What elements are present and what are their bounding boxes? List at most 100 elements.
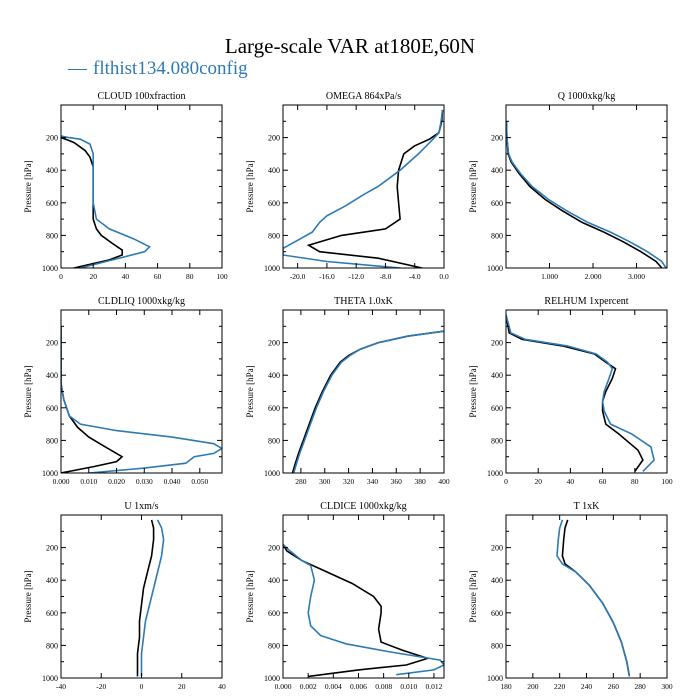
x-tick-label: 60 — [154, 272, 162, 281]
x-tick-label: 20 — [178, 682, 186, 691]
panel-1: OMEGA 864xPa/s 200 400 600 800 1000 Pressure [… — [245, 91, 449, 281]
series-line-black — [506, 314, 644, 472]
x-tick-label: 0 — [140, 682, 144, 691]
y-tick-label: 600 — [268, 609, 280, 618]
y-tick-label: 400 — [268, 576, 280, 585]
x-tick-label: 100 — [661, 477, 673, 486]
y-tick-label: 1000 — [264, 264, 280, 273]
x-tick-label: 340 — [367, 477, 379, 486]
y-tick-label: 1000 — [42, 264, 58, 273]
series-line-blue — [506, 121, 667, 268]
series-line-black — [561, 519, 631, 677]
x-tick-label: 180 — [500, 682, 512, 691]
x-tick-label: 280 — [635, 682, 647, 691]
y-tick-label: 1000 — [42, 469, 58, 478]
y-tick-label: 1000 — [264, 674, 280, 683]
series-line-blue — [61, 326, 222, 473]
series-line-black — [283, 543, 431, 678]
panel-title: CLOUD 100xfraction — [97, 91, 185, 102]
series-line-blue — [140, 519, 165, 677]
y-axis-label: Pressure [hPa] — [245, 365, 255, 417]
x-tick-label: 0.008 — [375, 682, 392, 691]
series-line-blue — [556, 519, 631, 677]
y-axis-label: Pressure [hPa] — [23, 365, 33, 417]
panel-title: Q 1000xkg/kg — [558, 91, 616, 102]
series-line-blue — [506, 314, 655, 472]
plot-frame — [282, 514, 445, 679]
x-tick-label: -8.0 — [380, 272, 392, 281]
x-tick-label: 0.010 — [80, 477, 97, 486]
y-tick-label: 800 — [268, 231, 280, 240]
x-tick-label: 360 — [391, 477, 403, 486]
y-tick-label: 600 — [491, 199, 503, 208]
y-axis-label: Pressure [hPa] — [468, 160, 478, 212]
y-tick-label: 800 — [491, 231, 503, 240]
plot-frame — [505, 514, 668, 679]
panel-7: CLDICE 1000xkg/kg 200 400 600 800 1000 Pressur… — [245, 501, 445, 691]
panel-title: U 1xm/s — [124, 501, 158, 512]
x-tick-label: 0.002 — [300, 682, 317, 691]
panel-4: THETA 1.0xK 200 400 600 800 1000 Pressure [hPa… — [245, 296, 450, 486]
y-tick-label: 800 — [46, 436, 58, 445]
legend-label: flthist134.080config — [93, 58, 248, 79]
series-line-black — [61, 326, 124, 473]
y-tick-label: 800 — [46, 231, 58, 240]
y-tick-label: 600 — [491, 404, 503, 413]
x-tick-label: 0.000 — [275, 682, 292, 691]
legend-line-icon: — — [68, 58, 87, 79]
y-tick-label: 200 — [46, 134, 58, 143]
series-line-blue — [61, 135, 151, 268]
y-axis-label: Pressure [hPa] — [468, 365, 478, 417]
y-tick-label: 200 — [491, 544, 503, 553]
y-tick-label: 600 — [268, 404, 280, 413]
y-tick-label: 800 — [46, 641, 58, 650]
y-tick-label: 200 — [491, 339, 503, 348]
x-tick-label: 100 — [216, 272, 228, 281]
y-tick-label: 1000 — [487, 469, 503, 478]
y-tick-label: 200 — [46, 544, 58, 553]
y-tick-label: 1000 — [487, 264, 503, 273]
y-tick-label: 200 — [268, 339, 280, 348]
x-tick-label: 400 — [438, 477, 450, 486]
y-tick-label: 400 — [491, 576, 503, 585]
x-tick-label: 0.012 — [426, 682, 443, 691]
x-tick-label: 40 — [567, 477, 575, 486]
panel-2: Q 1000xkg/kg 200 400 600 800 1000 Pressure [hP… — [468, 91, 668, 281]
legend: — flthist134.080config — [68, 58, 248, 80]
panel-title: THETA 1.0xK — [334, 296, 393, 307]
x-tick-label: -16.0 — [319, 272, 335, 281]
x-tick-label: 0.0 — [439, 272, 449, 281]
plot-frame — [505, 309, 668, 474]
x-tick-label: 0 — [59, 272, 63, 281]
y-tick-label: 200 — [491, 134, 503, 143]
y-tick-label: 400 — [268, 166, 280, 175]
x-tick-label: 20 — [89, 272, 97, 281]
y-tick-label: 200 — [268, 544, 280, 553]
x-tick-label: -20 — [96, 682, 106, 691]
y-tick-label: 600 — [491, 609, 503, 618]
panel-title: RELHUM 1xpercent — [544, 296, 628, 307]
panel-title: CLDICE 1000xkg/kg — [320, 501, 406, 512]
series-line-blue — [283, 543, 444, 676]
x-tick-label: 60 — [599, 477, 607, 486]
series-line-black — [136, 519, 155, 677]
y-tick-label: 600 — [268, 199, 280, 208]
panel-8: T 1xK 200 400 600 800 1000 Pressure [hPa] 180 20… — [468, 501, 673, 691]
plot-frame — [60, 309, 223, 474]
x-tick-label: -40 — [56, 682, 66, 691]
x-tick-label: 0.040 — [164, 477, 181, 486]
plot-frame — [282, 104, 445, 269]
x-tick-label: 80 — [186, 272, 194, 281]
x-tick-label: 380 — [415, 477, 427, 486]
y-tick-label: 800 — [491, 436, 503, 445]
x-tick-label: -4.0 — [409, 272, 421, 281]
y-axis-label: Pressure [hPa] — [23, 570, 33, 622]
y-tick-label: 1000 — [42, 674, 58, 683]
y-tick-label: 600 — [46, 404, 58, 413]
x-tick-label: 240 — [581, 682, 593, 691]
x-tick-label: -12.0 — [348, 272, 364, 281]
y-tick-label: 800 — [491, 641, 503, 650]
x-tick-label: 260 — [608, 682, 620, 691]
x-tick-label: 0.000 — [53, 477, 70, 486]
